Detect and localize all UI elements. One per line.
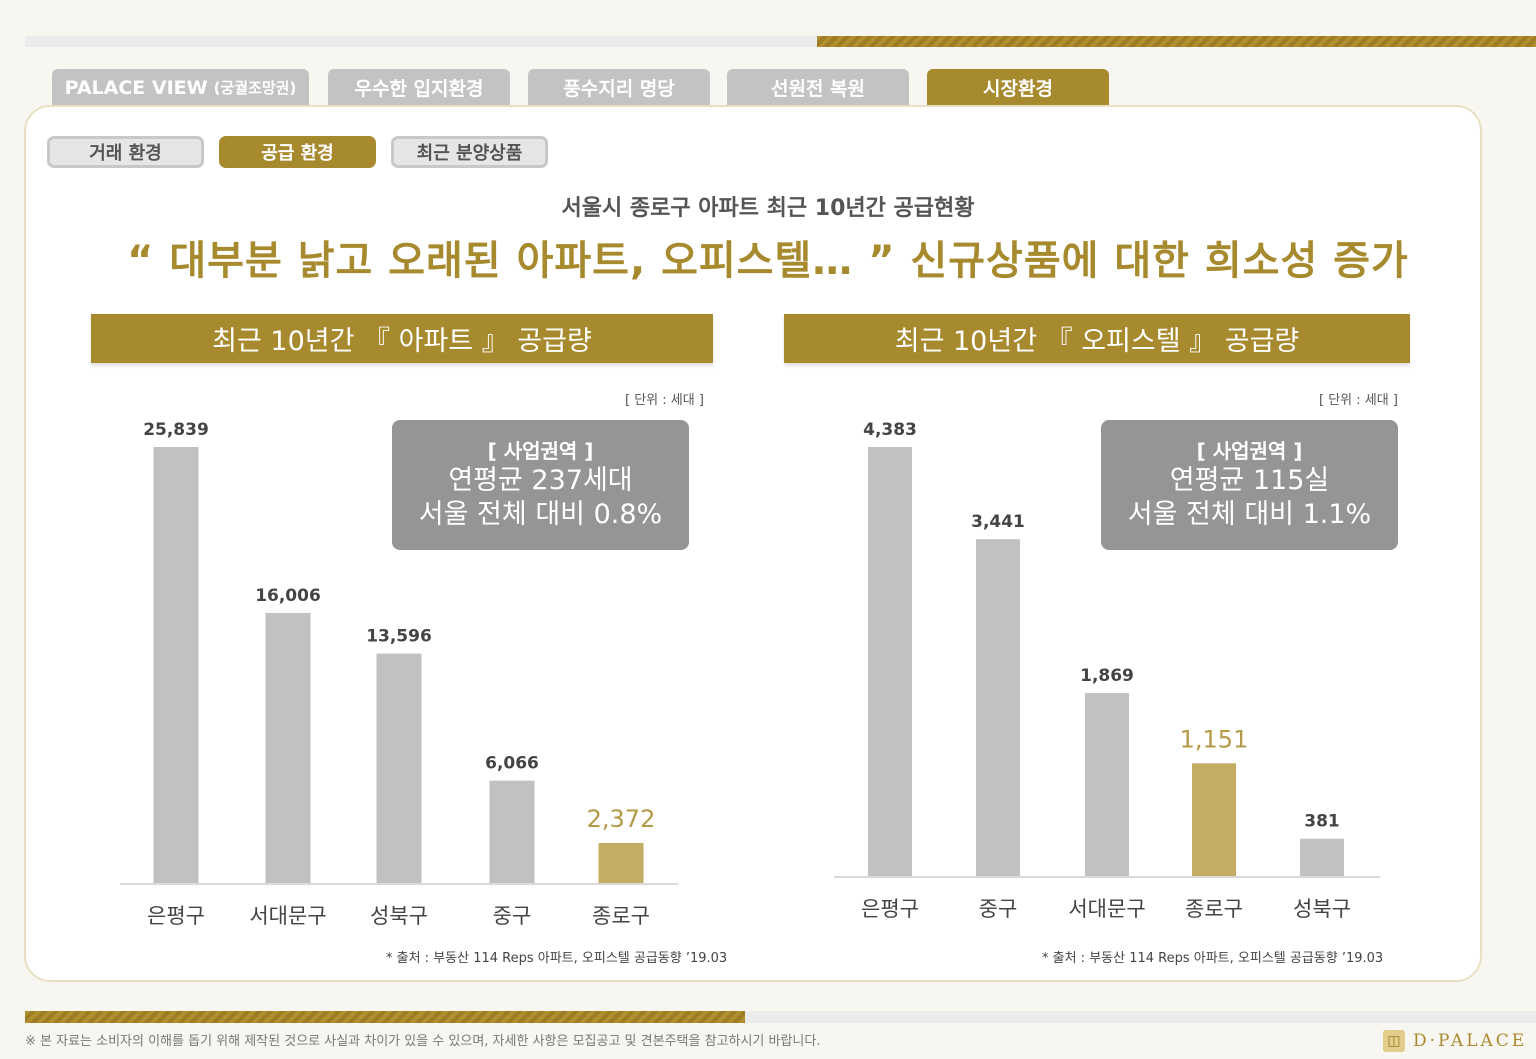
unit-label-officetel: [ 단위 : 세대 ] — [1319, 393, 1398, 408]
section-headline: “ 대부분 낡고 오래된 아파트, 오피스텔… ” 신규상품에 대한 희소성 증… — [127, 238, 1409, 284]
officetel-supply-chart: 4,383 은평구 3,441 중구 1,869 서대문구 1,151 종로구 381 성북구 — [834, 420, 1380, 921]
tab-market[interactable]: 시장환경 — [927, 69, 1109, 106]
subtab-recent-sales[interactable]: 최근 분양상품 — [391, 136, 548, 168]
category-label-2: 서대문구 — [249, 904, 326, 928]
subtab-supply[interactable]: 공급 환경 — [219, 136, 376, 168]
tab-label: 시장환경 — [983, 78, 1053, 100]
top-bar-right — [817, 36, 1536, 47]
bar-5 — [1300, 838, 1344, 876]
bar-5 — [598, 842, 644, 883]
category-label-5: 종로구 — [592, 904, 650, 928]
tab-palace-view[interactable]: PALACE VIEW (궁궐조망권) — [52, 69, 309, 106]
bottom-bar-right — [745, 1011, 1536, 1023]
unit-label-apartment: [ 단위 : 세대 ] — [625, 393, 704, 408]
value-label-4: 1,151 — [1180, 725, 1249, 753]
tab-seonwonjeon[interactable]: 선원전 복원 — [727, 69, 909, 106]
chart-title-officetel: 최근 10년간 『 오피스텔 』 공급량 — [784, 314, 1410, 363]
bar-3 — [376, 653, 422, 883]
bar-3 — [1085, 693, 1129, 876]
value-label-4: 6,066 — [485, 754, 539, 774]
category-label-4: 종로구 — [1185, 897, 1243, 921]
tab-label: PALACE VIEW — [64, 76, 208, 99]
info-box-apartment: [ 사업권역 ] 연평균 237세대 서울 전체 대비 0.8% — [392, 420, 689, 550]
source-note-apartment: * 출처 : 부동산 114 Reps 아파트, 오피스텔 공급동향 ’19.0… — [386, 951, 728, 966]
bar-1 — [153, 447, 199, 883]
value-label-1: 4,383 — [863, 420, 917, 440]
category-label-1: 은평구 — [147, 904, 205, 928]
tab-label: 선원전 복원 — [770, 78, 865, 100]
value-label-2: 16,006 — [255, 586, 321, 606]
category-label-3: 서대문구 — [1068, 897, 1145, 921]
section-subtitle: 서울시 종로구 아파트 최근 10년간 공급현황 — [561, 196, 975, 221]
bar-2 — [265, 612, 311, 883]
value-label-2: 3,441 — [971, 512, 1025, 532]
value-label-3: 1,869 — [1080, 666, 1134, 686]
bar-2 — [976, 539, 1020, 876]
info-seoul-ratio: 서울 전체 대비 1.1% — [1127, 499, 1372, 530]
category-label-3: 성북구 — [370, 904, 428, 928]
top-bar-left — [25, 36, 820, 47]
info-tag: [ 사업권역 ] — [1196, 439, 1303, 463]
info-annual-average: 연평균 237세대 — [448, 465, 633, 496]
category-label-2: 중구 — [979, 897, 1018, 921]
apartment-supply-chart: 25,839 은평구 16,006 서대문구 13,596 성북구 6,066 중구 2,372… — [120, 420, 678, 928]
palace-emblem-icon: ◫ — [1383, 1030, 1405, 1052]
disclaimer-note: ※ 본 자료는 소비자의 이해를 돕기 위해 제작된 것으로 사실과 차이가 있… — [25, 1034, 821, 1049]
info-annual-average: 연평균 115실 — [1169, 465, 1330, 496]
subtab-label: 거래 환경 — [89, 143, 162, 164]
bar-1 — [868, 447, 912, 876]
tab-label: 풍수지리 명당 — [563, 78, 675, 100]
bar-4 — [489, 780, 535, 883]
category-label-1: 은평구 — [861, 897, 919, 921]
info-tag: [ 사업권역 ] — [487, 439, 594, 463]
subtab-transaction[interactable]: 거래 환경 — [47, 136, 204, 168]
source-note-officetel: * 출처 : 부동산 114 Reps 아파트, 오피스텔 공급동향 ’19.0… — [1042, 951, 1384, 966]
value-label-1: 25,839 — [143, 420, 209, 440]
category-label-4: 중구 — [493, 904, 532, 928]
value-label-5: 381 — [1304, 812, 1340, 832]
brand-logo: ◫ D·PALACE — [1383, 1030, 1527, 1052]
subtab-label: 최근 분양상품 — [416, 143, 523, 164]
tab-location[interactable]: 우수한 입지환경 — [328, 69, 510, 106]
info-box-officetel: [ 사업권역 ] 연평균 115실 서울 전체 대비 1.1% — [1101, 420, 1398, 550]
tab-sublabel: (궁궐조망권) — [213, 79, 297, 97]
category-label-5: 성북구 — [1293, 897, 1351, 921]
info-seoul-ratio: 서울 전체 대비 0.8% — [418, 499, 663, 530]
bar-4 — [1192, 763, 1236, 876]
tab-label: 우수한 입지환경 — [354, 78, 484, 100]
bottom-bar-left — [25, 1011, 745, 1023]
tab-fengshui[interactable]: 풍수지리 명당 — [528, 69, 710, 106]
subtab-label: 공급 환경 — [261, 143, 334, 164]
logo-text: D·PALACE — [1413, 1031, 1528, 1051]
value-label-3: 13,596 — [366, 627, 432, 647]
value-label-5: 2,372 — [587, 805, 656, 833]
chart-title-apartment: 최근 10년간 『 아파트 』 공급량 — [91, 314, 713, 363]
